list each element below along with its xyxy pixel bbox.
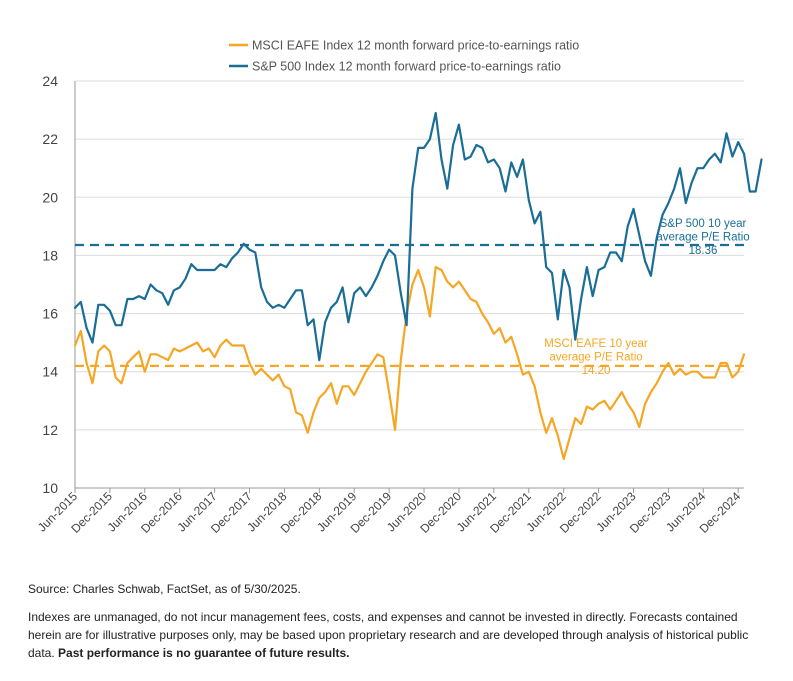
chart-gridlines xyxy=(75,80,744,489)
y-tick-label-24: 24 xyxy=(42,73,58,89)
reference-label-1-0: MSCI EAFE 10 year xyxy=(544,338,648,350)
chart-legend: MSCI EAFE Index 12 month forward price-t… xyxy=(229,39,579,74)
pe-ratio-line-chart: MSCI EAFE Index 12 month forward price-t… xyxy=(35,39,763,536)
reference-label-1-2: 14.20 xyxy=(582,365,611,377)
disclaimer-text: Indexes are unmanaged, do not incur mana… xyxy=(28,610,749,660)
series-line-0 xyxy=(73,266,746,460)
y-tick-label-12: 12 xyxy=(42,422,58,438)
chart-tick-labels: 1012141618202224Jun-2015Dec-2015Jun-2016… xyxy=(35,73,744,536)
reference-label-0-2: 18.36 xyxy=(689,245,718,257)
y-tick-label-22: 22 xyxy=(42,131,58,147)
y-tick-label-14: 14 xyxy=(42,364,58,380)
chart-notes: Source: Charles Schwab, FactSet, as of 5… xyxy=(28,580,768,672)
y-tick-label-16: 16 xyxy=(42,306,58,322)
legend-label-1: S&P 500 Index 12 month forward price-to-… xyxy=(252,60,561,74)
reference-label-0-0: S&P 500 10 year xyxy=(660,218,747,230)
y-tick-label-20: 20 xyxy=(42,189,58,205)
reference-label-0-1: average P/E Ratio xyxy=(656,232,749,244)
chart-series xyxy=(73,111,763,460)
disclaimer-bold-text: Past performance is no guarantee of futu… xyxy=(58,646,350,660)
reference-label-1-1: average P/E Ratio xyxy=(549,352,642,364)
y-tick-label-18: 18 xyxy=(42,247,58,263)
source-note: Source: Charles Schwab, FactSet, as of 5… xyxy=(28,582,301,596)
disclaimer-note: Indexes are unmanaged, do not incur mana… xyxy=(28,608,768,662)
chart-axes xyxy=(74,81,744,493)
y-tick-label-10: 10 xyxy=(42,480,58,496)
legend-label-0: MSCI EAFE Index 12 month forward price-t… xyxy=(252,39,579,53)
series-line-1 xyxy=(73,111,763,362)
